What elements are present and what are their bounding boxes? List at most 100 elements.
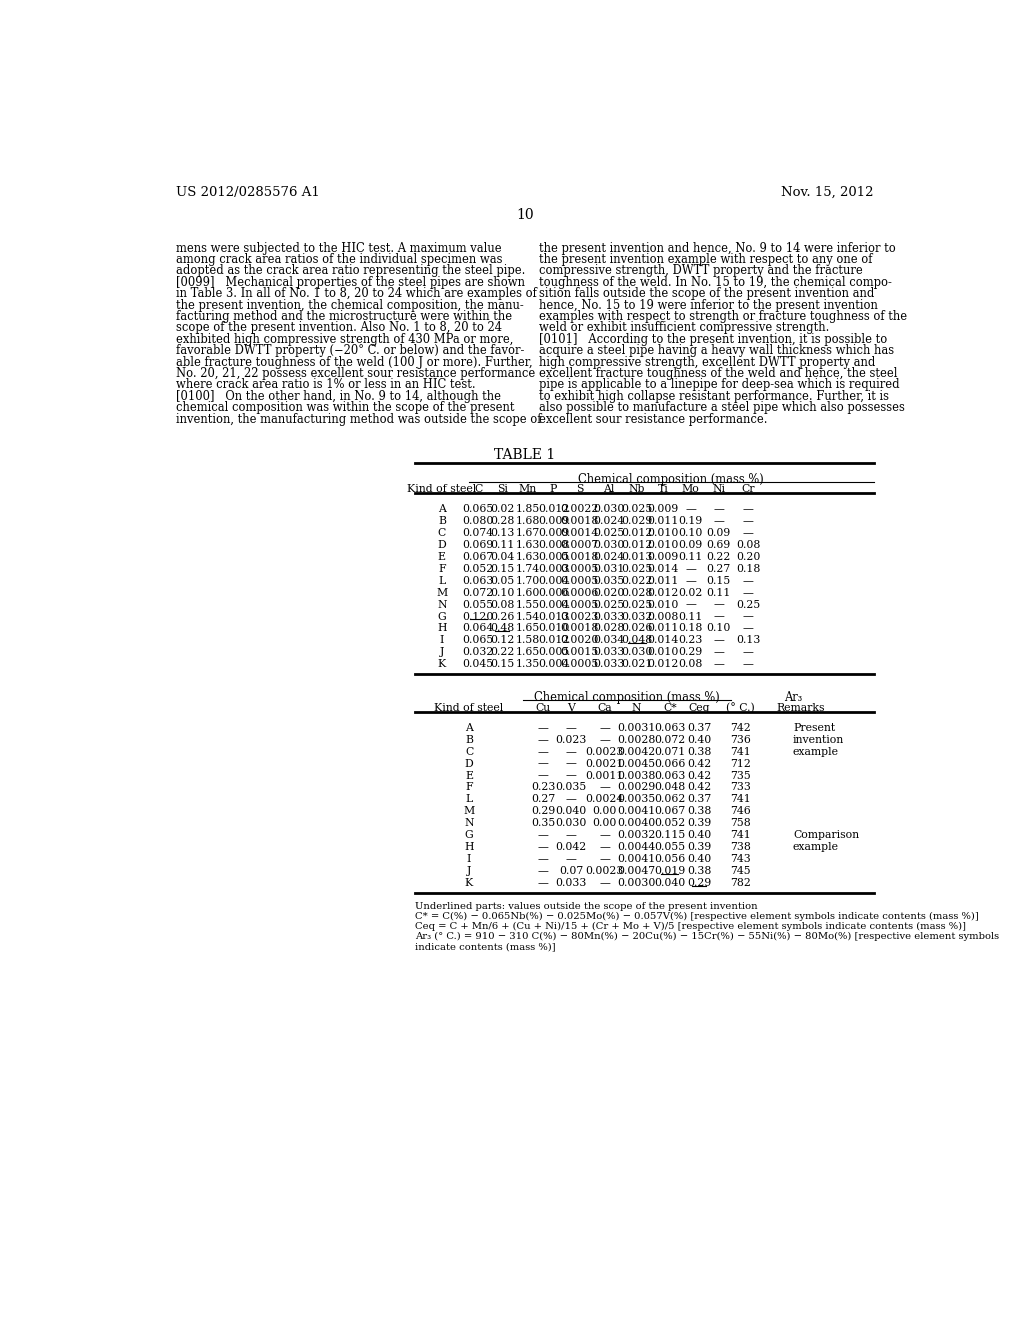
Text: Ca: Ca xyxy=(597,702,612,713)
Text: —: — xyxy=(538,723,549,733)
Text: 741: 741 xyxy=(730,795,751,804)
Text: —: — xyxy=(566,854,577,865)
Text: —: — xyxy=(713,504,724,513)
Text: 1.55: 1.55 xyxy=(516,599,540,610)
Text: Al: Al xyxy=(603,484,614,494)
Text: —: — xyxy=(538,735,549,744)
Text: 0.0022: 0.0022 xyxy=(560,504,599,513)
Text: 742: 742 xyxy=(730,723,751,733)
Text: 0.0006: 0.0006 xyxy=(560,587,599,598)
Text: 0.38: 0.38 xyxy=(687,807,712,816)
Text: C: C xyxy=(465,747,473,756)
Text: 0.024: 0.024 xyxy=(593,552,624,562)
Text: Nov. 15, 2012: Nov. 15, 2012 xyxy=(781,186,873,199)
Text: 0.0018: 0.0018 xyxy=(560,552,599,562)
Text: M: M xyxy=(464,807,475,816)
Text: 0.074: 0.074 xyxy=(463,528,494,539)
Text: Kind of steel: Kind of steel xyxy=(408,484,476,494)
Text: J: J xyxy=(439,647,444,657)
Text: 0.0035: 0.0035 xyxy=(617,795,655,804)
Text: —: — xyxy=(566,759,577,768)
Text: 0.0044: 0.0044 xyxy=(617,842,655,853)
Text: 0.032: 0.032 xyxy=(622,611,653,622)
Text: 736: 736 xyxy=(730,735,751,744)
Text: 0.009: 0.009 xyxy=(647,552,678,562)
Text: exhibited high compressive strength of 430 MPa or more,: exhibited high compressive strength of 4… xyxy=(176,333,513,346)
Text: 0.048: 0.048 xyxy=(622,635,653,645)
Text: Cu: Cu xyxy=(536,702,551,713)
Text: N: N xyxy=(632,702,641,713)
Text: —: — xyxy=(742,504,754,513)
Text: pipe is applicable to a linepipe for deep-sea which is required: pipe is applicable to a linepipe for dee… xyxy=(539,379,899,391)
Text: Remarks: Remarks xyxy=(776,702,825,713)
Text: 0.08: 0.08 xyxy=(490,599,514,610)
Text: E: E xyxy=(465,771,473,780)
Text: [0101]   According to the present invention, it is possible to: [0101] According to the present inventio… xyxy=(539,333,887,346)
Text: 0.004: 0.004 xyxy=(538,599,569,610)
Text: —: — xyxy=(742,587,754,598)
Text: 0.012: 0.012 xyxy=(622,540,653,550)
Text: —: — xyxy=(713,647,724,657)
Text: 0.056: 0.056 xyxy=(654,854,685,865)
Text: 0.15: 0.15 xyxy=(490,659,514,669)
Text: Ceq: Ceq xyxy=(688,702,710,713)
Text: Mn: Mn xyxy=(519,484,537,494)
Text: example: example xyxy=(793,842,839,853)
Text: 0.42: 0.42 xyxy=(687,759,712,768)
Text: Ni: Ni xyxy=(712,484,725,494)
Text: 0.067: 0.067 xyxy=(654,807,685,816)
Text: 0.063: 0.063 xyxy=(654,723,685,733)
Text: excellent sour resistance performance.: excellent sour resistance performance. xyxy=(539,412,767,425)
Text: G: G xyxy=(437,611,446,622)
Text: —: — xyxy=(742,623,754,634)
Text: —: — xyxy=(742,516,754,527)
Text: 0.29: 0.29 xyxy=(687,878,712,888)
Text: 0.39: 0.39 xyxy=(687,842,712,853)
Text: 1.63: 1.63 xyxy=(516,540,540,550)
Text: 0.10: 0.10 xyxy=(707,623,731,634)
Text: 0.11: 0.11 xyxy=(707,587,731,598)
Text: invention: invention xyxy=(793,735,844,744)
Text: 0.120: 0.120 xyxy=(463,611,494,622)
Text: 0.033: 0.033 xyxy=(556,878,587,888)
Text: 0.42: 0.42 xyxy=(687,783,712,792)
Text: the present invention and hence, No. 9 to 14 were inferior to: the present invention and hence, No. 9 t… xyxy=(539,242,896,255)
Text: 0.009: 0.009 xyxy=(538,516,569,527)
Text: P: P xyxy=(550,484,557,494)
Text: 0.0028: 0.0028 xyxy=(617,735,655,744)
Text: Cr: Cr xyxy=(741,484,755,494)
Text: 0.0005: 0.0005 xyxy=(561,659,599,669)
Text: D: D xyxy=(465,759,473,768)
Text: 0.23: 0.23 xyxy=(679,635,702,645)
Text: 0.012: 0.012 xyxy=(647,587,679,598)
Text: 0.005: 0.005 xyxy=(538,647,569,657)
Text: J: J xyxy=(467,866,471,876)
Text: —: — xyxy=(742,659,754,669)
Text: I: I xyxy=(439,635,444,645)
Text: 0.13: 0.13 xyxy=(736,635,760,645)
Text: 0.09: 0.09 xyxy=(679,540,702,550)
Text: 0.011: 0.011 xyxy=(647,516,679,527)
Text: 1.54: 1.54 xyxy=(516,611,540,622)
Text: 0.11: 0.11 xyxy=(490,540,514,550)
Text: 0.048: 0.048 xyxy=(654,783,685,792)
Text: 0.23: 0.23 xyxy=(531,783,556,792)
Text: example: example xyxy=(793,747,839,756)
Text: Nb: Nb xyxy=(629,484,645,494)
Text: 0.0011: 0.0011 xyxy=(586,771,624,780)
Text: E: E xyxy=(438,552,445,562)
Text: 0.024: 0.024 xyxy=(593,516,624,527)
Text: also possible to manufacture a steel pipe which also possesses: also possible to manufacture a steel pip… xyxy=(539,401,904,414)
Text: A: A xyxy=(438,504,445,513)
Text: 0.033: 0.033 xyxy=(593,611,625,622)
Text: 0.40: 0.40 xyxy=(687,830,712,841)
Text: M: M xyxy=(436,587,447,598)
Text: 0.065: 0.065 xyxy=(463,635,494,645)
Text: Ar₃: Ar₃ xyxy=(783,692,802,705)
Text: 0.033: 0.033 xyxy=(593,659,625,669)
Text: 0.030: 0.030 xyxy=(622,647,653,657)
Text: C*: C* xyxy=(663,702,677,713)
Text: L: L xyxy=(438,576,445,586)
Text: 1.63: 1.63 xyxy=(516,552,540,562)
Text: A: A xyxy=(465,723,473,733)
